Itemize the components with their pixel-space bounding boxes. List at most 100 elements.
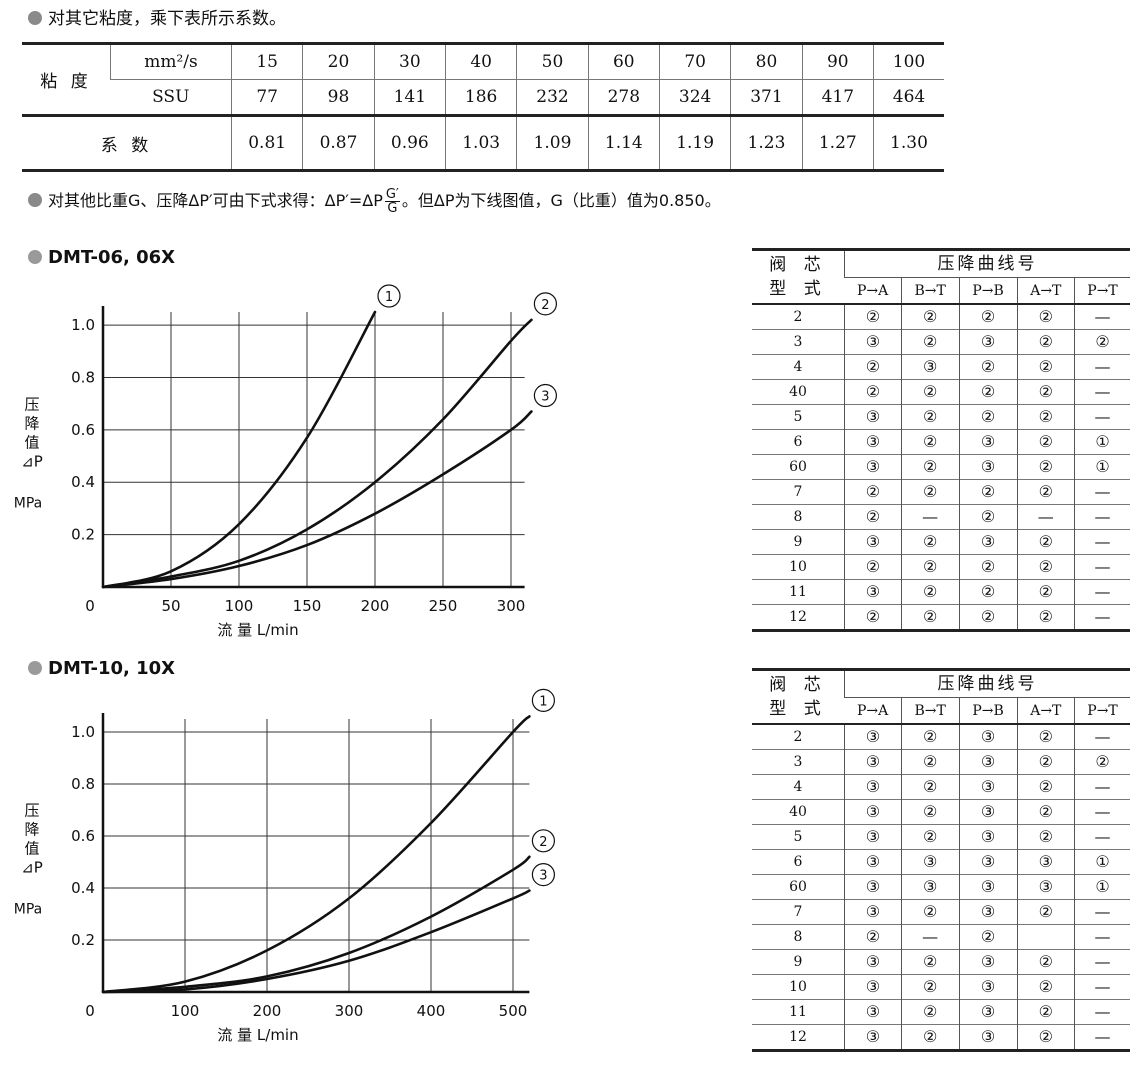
- spool-row: 12 ② ② ② ② —: [752, 604, 1130, 632]
- curve-number: ③: [844, 774, 902, 800]
- spool-type: 60: [752, 874, 845, 900]
- spool-type: 3: [752, 329, 845, 355]
- series-line-3: [101, 410, 533, 589]
- curve-number: —: [1016, 504, 1075, 530]
- spool-row: 10 ② ② ② ② —: [752, 554, 1130, 580]
- curve-number-header: 压降曲线号: [844, 248, 1130, 278]
- curve-number: —: [900, 504, 960, 530]
- flow-path-header: A→T: [1016, 277, 1075, 304]
- curve-number: ②: [1016, 1024, 1075, 1052]
- y-axis-label: ⊿P: [21, 453, 43, 471]
- curve-number: ②: [900, 579, 960, 605]
- curve-number: ②: [958, 554, 1018, 580]
- x-tick-label: 500: [499, 1002, 528, 1020]
- curve-number: ③: [844, 949, 902, 975]
- x-tick-label: 400: [417, 1002, 446, 1020]
- ssu-value: 186: [444, 79, 517, 116]
- flow-path-header: P→B: [958, 697, 1018, 724]
- curve-number: ②: [900, 529, 960, 555]
- spool-type-header: 阀 芯型 式: [752, 668, 845, 724]
- curve-number: —: [1074, 554, 1130, 580]
- spool-row: 8 ② — ② — —: [752, 504, 1130, 530]
- pressure-drop-chart-10: 100 200 300 400 500 0.2 0.4 0.6 0.8 1.0 0 流 量 L/min…: [14, 688, 556, 1044]
- y-axis-unit: MPa: [14, 902, 42, 918]
- curve-number: ②: [844, 379, 902, 405]
- coefficient-value: 1.09: [516, 114, 589, 172]
- curve-number: ③: [958, 723, 1018, 750]
- y-axis-label: 值: [24, 840, 39, 858]
- curve-number: ②: [900, 604, 960, 632]
- curve-number: —: [1074, 379, 1130, 405]
- ssu-value: 371: [730, 79, 803, 116]
- spool-row: 5 ③ ② ② ② —: [752, 404, 1130, 430]
- coefficient-label: 系 数: [22, 114, 232, 172]
- spool-type: 60: [752, 454, 845, 480]
- series-label-2: 2: [541, 298, 549, 313]
- series-marker-3: [531, 863, 556, 887]
- flow-path-header: P→T: [1074, 697, 1130, 724]
- curve-number: ②: [900, 404, 960, 430]
- curve-number: ③: [958, 329, 1018, 355]
- spool-curve-table-10: 阀 芯型 式压降曲线号 P→A B→T P→B A→T P→T 2 ③ ② ③ ② —3 ③ ② ③ ② ② 4 ③…: [752, 668, 1130, 1052]
- flow-path-header: B→T: [900, 277, 960, 304]
- curve-number: ②: [958, 924, 1018, 950]
- origin-label: 0: [85, 597, 95, 615]
- curve-number: ②: [1016, 529, 1075, 555]
- unit-mm2s: mm²/s: [110, 42, 232, 80]
- coefficient-value: 1.30: [872, 114, 944, 172]
- ssu-value: 324: [658, 79, 731, 116]
- y-axis-unit: MPa: [14, 496, 42, 512]
- curve-number: —: [1074, 924, 1130, 950]
- spool-type: 10: [752, 554, 845, 580]
- mm2s-value: 15: [230, 42, 303, 80]
- series-label-2: 2: [539, 835, 547, 850]
- curve-number: ③: [900, 354, 960, 380]
- spool-row: 8 ② — ② —: [752, 924, 1130, 950]
- ssu-value: 141: [373, 79, 446, 116]
- spool-type: 5: [752, 824, 845, 850]
- fraction-denominator: G: [387, 201, 398, 216]
- curve-number: —: [1074, 504, 1130, 530]
- spool-row: 7 ③ ② ③ ② —: [752, 899, 1130, 925]
- ssu-value: 232: [516, 79, 589, 116]
- curve-number: ②: [844, 554, 902, 580]
- spool-type: 2: [752, 303, 845, 330]
- curve-number: ②: [900, 554, 960, 580]
- curve-number: ③: [844, 874, 902, 900]
- y-tick-label: 0.4: [71, 473, 95, 491]
- spool-row: 4 ② ③ ② ② —: [752, 354, 1130, 380]
- spool-row: 11 ③ ② ② ② —: [752, 579, 1130, 605]
- ssu-value: 278: [587, 79, 660, 116]
- flow-path-header: P→A: [844, 697, 902, 724]
- curve-number: ②: [1016, 379, 1075, 405]
- curve-number: ③: [844, 749, 902, 775]
- curve-number: ②: [900, 899, 960, 925]
- curve-number: ③: [958, 849, 1018, 875]
- curve-number: ③: [844, 723, 902, 750]
- curve-number: ②: [1016, 774, 1075, 800]
- curve-number: ③: [958, 824, 1018, 850]
- curve-number: ②: [844, 479, 902, 505]
- y-tick-label: 0.6: [71, 827, 95, 845]
- y-axis-label: 压: [24, 802, 39, 820]
- mm2s-value: 20: [302, 42, 375, 80]
- curve-number: ③: [844, 849, 902, 875]
- spool-type: 12: [752, 604, 845, 632]
- curve-number: ①: [1074, 454, 1130, 480]
- curve-number: ②: [1016, 974, 1075, 1000]
- spool-row: 40 ② ② ② ② —: [752, 379, 1130, 405]
- y-tick-label: 0.2: [71, 526, 95, 544]
- curve-number: —: [1074, 949, 1130, 975]
- ssu-value: 77: [230, 79, 303, 116]
- flow-path-header: A→T: [1016, 697, 1075, 724]
- curve-number: —: [900, 924, 960, 950]
- curve-number: ②: [844, 504, 902, 530]
- series-marker-1: [531, 688, 556, 712]
- curve-number: —: [1074, 529, 1130, 555]
- y-tick-label: 1.0: [71, 316, 95, 334]
- spool-type: 4: [752, 774, 845, 800]
- curve-number: ②: [1016, 429, 1075, 455]
- curve-number: —: [1074, 354, 1130, 380]
- spool-type: 11: [752, 999, 845, 1025]
